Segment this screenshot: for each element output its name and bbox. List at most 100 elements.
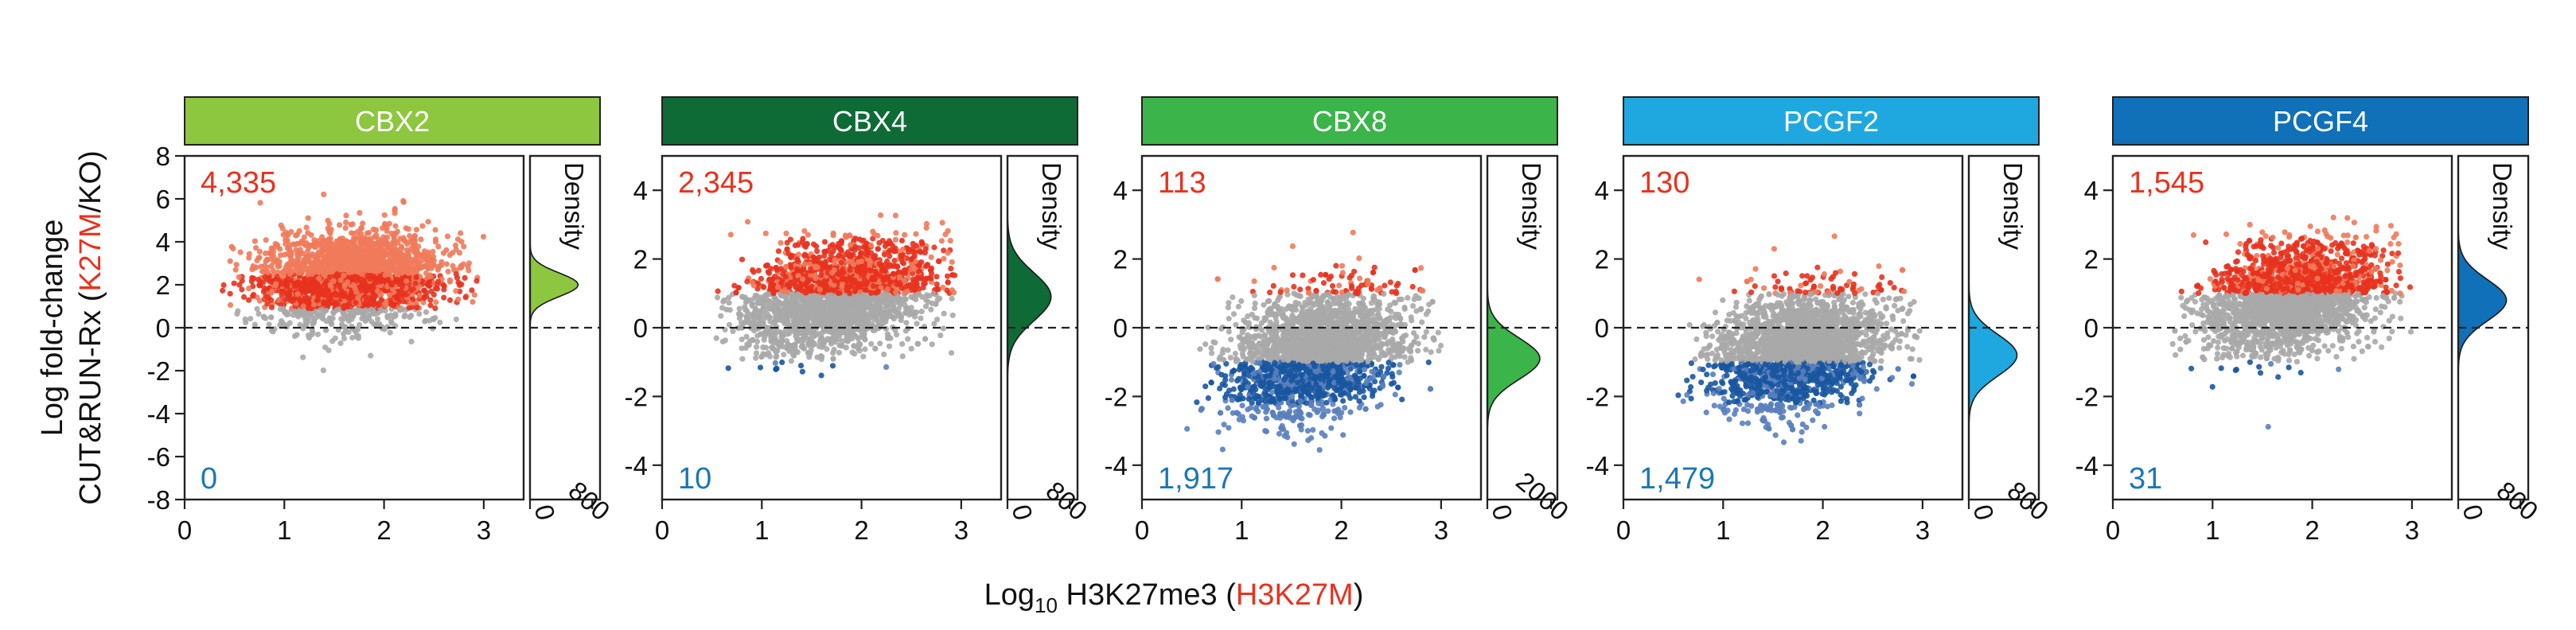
scatter-point [321,368,326,373]
scatter-point [400,235,406,240]
scatter-point [407,259,413,265]
scatter-point [923,304,929,309]
scatter-point [411,286,416,291]
scatter-point [915,341,921,347]
scatter-point [778,266,784,271]
scatter-point [256,255,262,261]
scatter-point [388,313,393,318]
scatter-point [796,293,801,298]
scatter-point [868,243,874,248]
scatter-point [330,257,336,262]
scatter-point [777,344,782,349]
scatter-point [269,289,275,294]
scatter-point [916,291,922,297]
scatter-point [766,298,772,304]
scatter-point [249,275,255,281]
scatter-point [883,241,889,247]
scatter-point [785,240,790,246]
scatter-point [773,360,778,366]
scatter-point [894,332,899,337]
scatter-point [341,305,346,310]
scatter-point [358,251,364,257]
scatter-point [368,247,374,252]
scatter-point [294,332,300,337]
scatter-point [810,311,816,317]
down-count-label: 0 [201,462,217,496]
scatter-point [894,282,899,287]
scatter-point [929,341,935,347]
scatter-point [882,267,887,273]
scatter-point [414,269,419,274]
scatter-point [809,348,814,353]
scatter-point [402,268,407,274]
scatter-point [337,340,343,346]
scatter-point [307,284,313,290]
scatter-point [941,256,946,262]
scatter-point [794,266,800,272]
scatter-point [922,324,927,329]
scatter-point [754,300,760,305]
scatter-point [750,337,755,343]
scatter-point [466,267,471,273]
scatter-point [918,316,923,321]
scatter-point [263,316,268,321]
scatter-point [828,329,833,335]
scatter-point [388,330,393,336]
scatter-point [287,321,293,326]
scatter-point [428,289,434,294]
scatter-point [903,320,909,325]
scatter-point [359,281,364,286]
scatter-point [267,321,272,327]
scatter-point [893,212,898,218]
scatter-point [336,258,341,263]
scatter-point [305,230,310,235]
scatter-point [370,240,376,246]
scatter-point [376,274,382,280]
scatter-point [264,301,270,306]
scatter-point [814,248,820,254]
scatter-point [776,248,781,254]
scatter-point [949,296,955,301]
scatter-point [754,344,759,350]
scatter-point [284,282,290,288]
scatter-point [948,266,953,271]
scatter-point [820,280,825,286]
scatter-point [457,250,462,255]
scatter-point [403,292,409,298]
scatter-point [736,311,742,317]
scatter-points [220,192,486,373]
scatter-point [715,289,721,294]
scatter-point [905,336,910,342]
scatter-point [349,262,354,267]
scatter-point [715,294,720,300]
scatter-point [805,323,811,329]
scatter-point [883,326,889,332]
scatter-point [323,308,329,313]
scatter-point [427,318,432,324]
scatter-point [774,349,779,355]
scatter-point [255,277,261,282]
density-axis-label: Density [559,162,589,251]
scatter-point [290,313,296,318]
scatter-point [418,236,423,242]
scatter-point [824,311,829,317]
scatter-point [863,317,869,322]
scatter-point [341,294,346,299]
scatter-point [931,321,937,326]
scatter-point [415,262,420,268]
scatter-point [318,286,324,292]
scatter-point [872,269,878,274]
scatter-point [246,255,251,261]
scatter-point [777,259,783,265]
scatter-point [243,317,248,322]
scatter-point [230,246,236,251]
scatter-point [788,255,793,260]
scatter-point [718,313,723,319]
scatter-point [257,249,263,255]
scatter-point [832,330,838,336]
scatter-point [893,230,898,235]
scatter-point [313,280,318,286]
scatter-point [378,255,384,261]
scatter-point [425,266,431,271]
scatter-point [744,315,750,321]
